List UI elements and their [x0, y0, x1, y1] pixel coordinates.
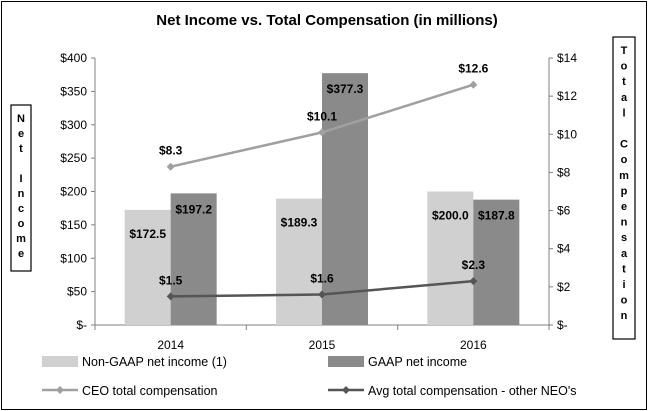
left-axis-title-letter: e: [18, 248, 24, 260]
left-tick-label: $200: [60, 185, 87, 199]
right-tick-label: $10: [557, 127, 577, 141]
bar-data-label: $197.2: [175, 202, 212, 216]
left-axis-title-letter: N: [17, 113, 25, 125]
legend: Non-GAAP net income (1) GAAP net income CE…: [42, 355, 577, 398]
line-point: [166, 162, 175, 171]
line-data-label: $2.3: [462, 258, 486, 272]
bar: [170, 193, 217, 325]
left-tick-label: $300: [60, 118, 87, 132]
legend-label: GAAP net income: [368, 355, 467, 369]
bar-data-label: $189.3: [281, 216, 318, 230]
right-tick-label: $-: [557, 318, 568, 332]
right-axis-title-letter: o: [621, 154, 628, 166]
plot-area: $- $50 $100 $150 $200 $250 $300 $350 $400 $- $2 $4 $…: [60, 51, 577, 352]
right-axis-title-letter: a: [621, 248, 628, 260]
legend-marker: [342, 386, 350, 394]
right-axis-title-letter: s: [621, 232, 627, 244]
bar-data-label: $172.5: [129, 227, 166, 241]
right-axis-title-letter: i: [622, 279, 625, 291]
bar-data-label: $377.3: [327, 82, 364, 96]
line-data-label: $8.3: [159, 144, 183, 158]
bar: [322, 73, 368, 325]
left-axis-title-letter: n: [18, 188, 25, 200]
legend-marker: [56, 386, 64, 394]
right-tick-label: $6: [557, 204, 571, 218]
line-data-label: $10.1: [307, 109, 337, 123]
line-point: [469, 80, 478, 89]
line-data-label: $12.6: [458, 62, 488, 76]
right-axis-title-box: [612, 36, 636, 340]
x-tick-label: 2016: [460, 338, 487, 352]
left-tick-label: $250: [60, 151, 87, 165]
right-tick-label: $12: [557, 89, 577, 103]
left-tick-label: $50: [67, 285, 87, 299]
left-tick-label: $150: [60, 218, 87, 232]
left-axis-title-letter: c: [18, 203, 24, 215]
right-axis-title-letter: t: [622, 263, 626, 275]
right-axis-title-letter: T: [621, 45, 628, 57]
left-axis-title-letter: t: [19, 143, 23, 155]
left-axis-title-box: [10, 104, 32, 272]
left-tick-label: $350: [60, 84, 87, 98]
bar: [427, 191, 474, 325]
bar: [473, 199, 520, 325]
bar-data-label: $187.8: [478, 209, 515, 223]
right-tick-label: $14: [557, 51, 577, 65]
left-tick-label: $-: [76, 318, 87, 332]
line-point: [318, 290, 326, 299]
right-axis-title-letter: l: [622, 107, 625, 119]
right-axis-title-letter: o: [621, 295, 628, 307]
legend-swatch: [42, 356, 78, 367]
right-axis-title-letter: e: [621, 201, 627, 213]
right-axis-title-letter: m: [619, 170, 629, 182]
legend-swatch: [328, 356, 364, 367]
right-axis-title-letter: p: [621, 185, 628, 197]
line-data-label: $1.5: [159, 273, 183, 287]
bar: [124, 209, 171, 325]
left-axis-title-letter: e: [18, 128, 24, 140]
legend-label: CEO total compensation: [82, 384, 218, 398]
legend-label: Avg total compensation - other NEO's: [368, 384, 577, 398]
right-axis-title-letter: n: [621, 217, 628, 229]
right-tick-label: $8: [557, 165, 571, 179]
right-axis-title-letter: t: [622, 76, 626, 88]
line-point: [166, 292, 175, 301]
left-axis-title-letter: o: [18, 218, 25, 230]
right-tick-label: $4: [557, 242, 571, 256]
right-axis-title-letter: C: [620, 139, 628, 151]
left-tick-label: $100: [60, 251, 87, 265]
line-point: [469, 277, 478, 286]
right-axis-title-letter: o: [621, 61, 628, 73]
bar: [276, 198, 322, 325]
line-point: [318, 128, 326, 137]
right-tick-label: $2: [557, 280, 571, 294]
right-axis-title-letter: a: [621, 92, 628, 104]
line-data-label: $1.6: [310, 271, 334, 285]
left-tick-label: $400: [60, 51, 87, 65]
left-axis-title-letter: m: [16, 233, 26, 245]
chart-title: Net Income vs. Total Compensation (in mi…: [156, 12, 497, 29]
bar-data-label: $200.0: [432, 209, 469, 223]
x-tick-label: 2015: [309, 338, 336, 352]
right-axis-title-letter: n: [621, 310, 628, 322]
legend-label: Non-GAAP net income (1): [82, 355, 227, 369]
left-axis-title-letter: I: [19, 173, 22, 185]
x-tick-label: 2014: [157, 338, 184, 352]
